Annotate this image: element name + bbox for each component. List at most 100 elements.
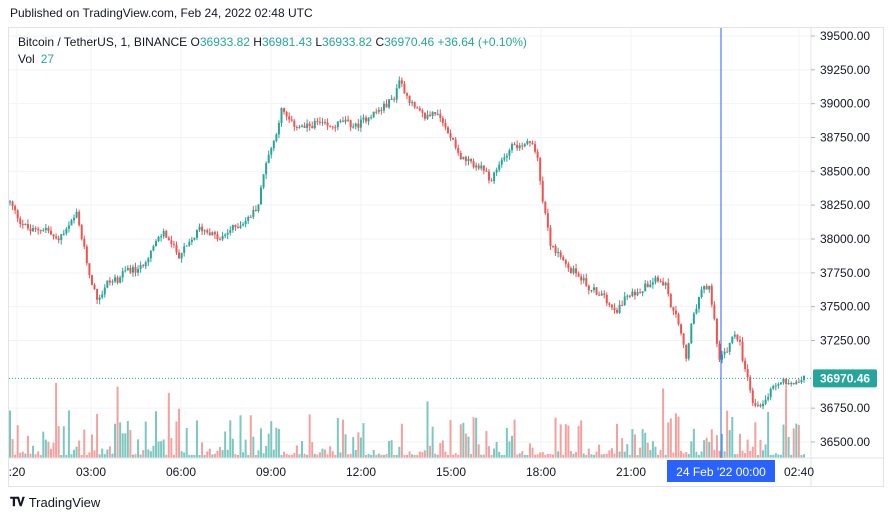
candle-body: [785, 378, 788, 385]
candle-body: [541, 180, 544, 202]
volume-bar: [608, 450, 611, 458]
candle-body: [37, 228, 40, 231]
volume-bar: [779, 454, 782, 458]
volume-bar: [459, 424, 462, 458]
volume-bar: [341, 419, 344, 458]
candle-body: [649, 284, 652, 288]
candle-body: [539, 158, 542, 181]
candle-body: [149, 250, 152, 259]
tradingview-brand[interactable]: 𝐓𝐕 TradingView: [10, 495, 100, 510]
volume-bar: [554, 417, 557, 458]
volume-bar: [357, 432, 360, 458]
candle-body: [44, 227, 47, 231]
candle-body: [621, 304, 624, 306]
candle-body: [129, 267, 132, 273]
candle-body: [382, 103, 385, 111]
candle-body: [395, 88, 398, 100]
candle-body: [114, 277, 117, 282]
volume-bar: [190, 454, 193, 458]
candle-body: [180, 252, 183, 259]
candle-body: [636, 292, 639, 296]
candle-body: [229, 229, 232, 233]
volume-bar: [111, 453, 114, 458]
volume-bar: [633, 434, 636, 458]
volume-bar: [598, 444, 601, 458]
candle-body: [252, 209, 255, 217]
candle-body: [585, 278, 588, 286]
candle-body: [741, 341, 744, 361]
volume-bar: [349, 453, 352, 458]
change-value: +36.64 (+0.10%): [437, 35, 527, 49]
volume-bar: [449, 420, 452, 458]
candle-body: [490, 180, 493, 182]
volume-bar: [756, 455, 759, 458]
candle-body: [705, 286, 708, 290]
candle-body: [21, 224, 24, 226]
volume-bar: [236, 454, 239, 458]
candle-body: [518, 145, 521, 149]
volume-bar: [39, 455, 42, 458]
volume-bar: [395, 454, 398, 458]
candle-body: [175, 244, 178, 253]
volume-bar: [157, 441, 160, 458]
volume-bar: [224, 431, 227, 458]
candle-body: [764, 399, 767, 404]
candle-body: [639, 292, 642, 294]
volume-bar: [80, 454, 83, 458]
candle-body: [303, 125, 306, 129]
volume-bar: [26, 435, 29, 458]
candle-body: [633, 291, 636, 296]
candle-body: [142, 265, 145, 267]
y-tick-label: 39500.00: [820, 29, 870, 43]
volume-bar: [657, 454, 660, 458]
candle-body: [242, 224, 245, 226]
candle-body: [774, 385, 777, 387]
candle-body: [562, 256, 565, 261]
candle-body: [137, 269, 140, 273]
candle-body: [708, 285, 711, 290]
volume-bar: [444, 451, 447, 458]
volume-bar: [544, 454, 547, 458]
candle-body: [495, 169, 498, 173]
volume-bar: [388, 440, 391, 458]
candle-body: [211, 232, 214, 236]
candle-body: [16, 210, 19, 219]
candle-body: [324, 122, 327, 124]
published-caption: Published on TradingView.com, Feb 24, 20…: [10, 6, 313, 20]
volume-bar: [416, 454, 419, 458]
candle-body: [526, 141, 529, 145]
candle-body: [662, 281, 665, 286]
volume-bar: [733, 454, 736, 458]
volume-bar: [785, 388, 788, 458]
volume-bar: [487, 446, 490, 458]
candle-body: [480, 165, 483, 169]
y-tick-label: 37750.00: [820, 266, 870, 280]
volume-bar: [403, 454, 406, 458]
candle-body: [318, 121, 321, 123]
candle-body: [90, 275, 93, 285]
candle-body: [83, 238, 86, 247]
candle-body: [98, 297, 101, 300]
candle-body: [618, 304, 621, 313]
candle-body: [697, 296, 700, 309]
open-value: 36933.82: [199, 35, 250, 49]
volume-bar: [728, 430, 731, 458]
x-tick-label: 18:00: [526, 465, 556, 479]
y-tick-label: 38500.00: [820, 164, 870, 178]
chart-frame[interactable]: [8, 27, 884, 487]
candle-body: [439, 113, 442, 119]
candle-body: [311, 126, 314, 129]
symbol-name: Bitcoin / TetherUS, 1, BINANCE: [18, 35, 188, 49]
volume-bar: [572, 453, 575, 458]
candle-body: [449, 133, 452, 138]
volume-bar: [316, 454, 319, 458]
candle-body: [34, 228, 37, 230]
volume-bar: [431, 426, 434, 458]
last-price-badge: [813, 369, 877, 388]
volume-bar: [165, 454, 168, 458]
x-tick-label: 21:00: [616, 465, 646, 479]
volume-bar: [541, 452, 544, 458]
candle-body: [554, 245, 557, 254]
candle-body: [411, 102, 414, 104]
